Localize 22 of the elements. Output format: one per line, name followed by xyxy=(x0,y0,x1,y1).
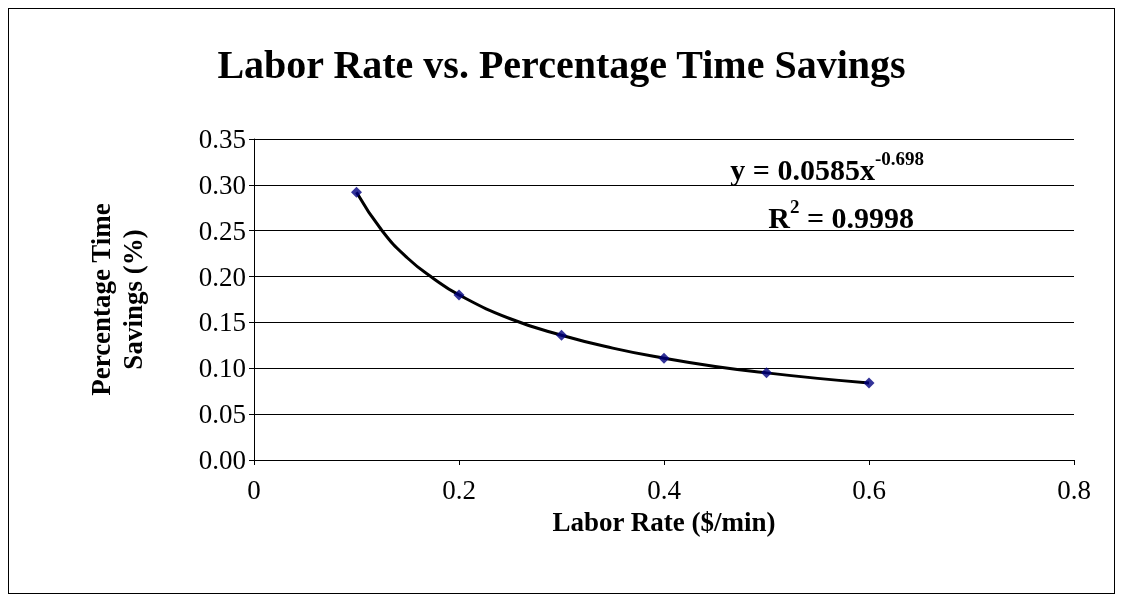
y-tick-label: 0.25 xyxy=(198,215,246,246)
x-tick-label: 0.6 xyxy=(852,474,886,505)
point xyxy=(351,186,362,198)
y-tick-label: 0.35 xyxy=(198,124,246,154)
y-axis-title: Percentage Time Savings (%) xyxy=(86,203,148,396)
x-tick-label: 0 xyxy=(247,474,261,505)
y-tick-label: 0.10 xyxy=(198,353,246,384)
point xyxy=(556,329,567,341)
y-tick-label: 0.20 xyxy=(198,261,246,292)
point xyxy=(761,367,772,379)
y-tick-label: 0.05 xyxy=(198,399,246,430)
point xyxy=(863,377,875,389)
chart-title: Labor Rate vs. Percentage Time Savings xyxy=(217,41,906,87)
x-tick-label: 0.2 xyxy=(442,474,476,505)
y-tick-label: 0.30 xyxy=(198,169,246,200)
x-tick-label: 0.4 xyxy=(647,474,682,505)
x-tick-label: 0.8 xyxy=(1057,474,1091,505)
y-tick-label: 0.00 xyxy=(198,445,246,475)
point xyxy=(658,352,670,364)
x-axis-title: Labor Rate ($/min) xyxy=(552,506,776,537)
y-tick-label: 0.15 xyxy=(198,307,246,338)
point xyxy=(453,289,465,301)
